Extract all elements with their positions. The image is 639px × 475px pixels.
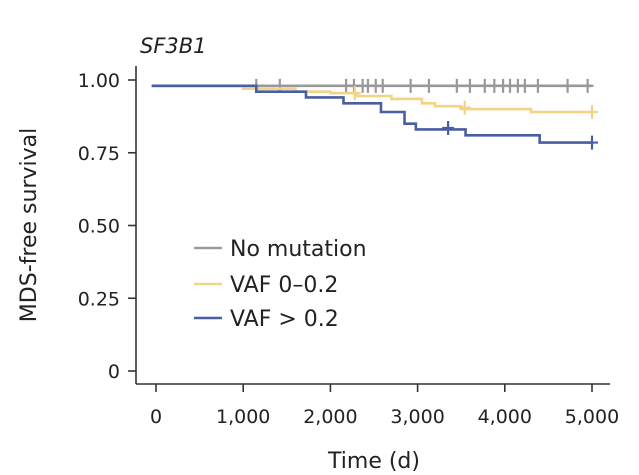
y-tick-label: 0.25 [78, 288, 120, 310]
censor-mark [450, 78, 463, 93]
series-2 [151, 84, 598, 150]
y-tick-label: 0.75 [78, 143, 120, 165]
km-curve-2 [151, 84, 592, 144]
y-axis: 0 0.25 0.50 0.75 1.00 [78, 66, 137, 384]
censor-mark [531, 78, 544, 93]
x-tick-label: 3,000 [390, 406, 444, 428]
series-1 [151, 84, 598, 120]
censor-mark [458, 100, 471, 115]
x-tick-label: 2,000 [303, 406, 357, 428]
censor-mark [586, 105, 598, 120]
censor-mark [581, 78, 594, 93]
censor-mark [463, 78, 476, 93]
legend-label-vaf-low: VAF 0–0.2 [230, 273, 338, 298]
chart-title: SF3B1 [140, 34, 207, 58]
x-tick-label: 1,000 [216, 406, 270, 428]
censor-mark [561, 78, 574, 93]
x-axis-title: Time (d) [327, 449, 420, 474]
censor-mark [376, 78, 389, 93]
y-tick-label: 1.00 [78, 70, 120, 92]
censor-mark [442, 121, 455, 136]
x-ticks: 0 1,000 2,000 3,000 4,000 5,000 [150, 384, 619, 428]
x-tick-label: 0 [150, 406, 162, 428]
legend-label-no-mutation: No mutation [230, 237, 367, 262]
y-axis-title: MDS-free survival [17, 128, 42, 322]
x-axis: 0 1,000 2,000 3,000 4,000 5,000 [136, 383, 619, 428]
censor-mark [348, 86, 361, 101]
series-layer [151, 78, 598, 150]
legend-label-vaf-high: VAF > 0.2 [230, 307, 339, 332]
censor-mark [518, 78, 531, 93]
y-ticks: 0 0.25 0.50 0.75 1.00 [78, 70, 136, 383]
censor-mark [404, 78, 417, 93]
x-tick-label: 5,000 [565, 406, 619, 428]
censor-mark [586, 135, 598, 150]
y-tick-label: 0.50 [78, 216, 120, 238]
x-tick-label: 4,000 [478, 406, 532, 428]
legend: No mutation VAF 0–0.2 VAF > 0.2 [194, 237, 367, 332]
censor-mark [422, 78, 435, 93]
y-tick-label: 0 [108, 361, 120, 383]
